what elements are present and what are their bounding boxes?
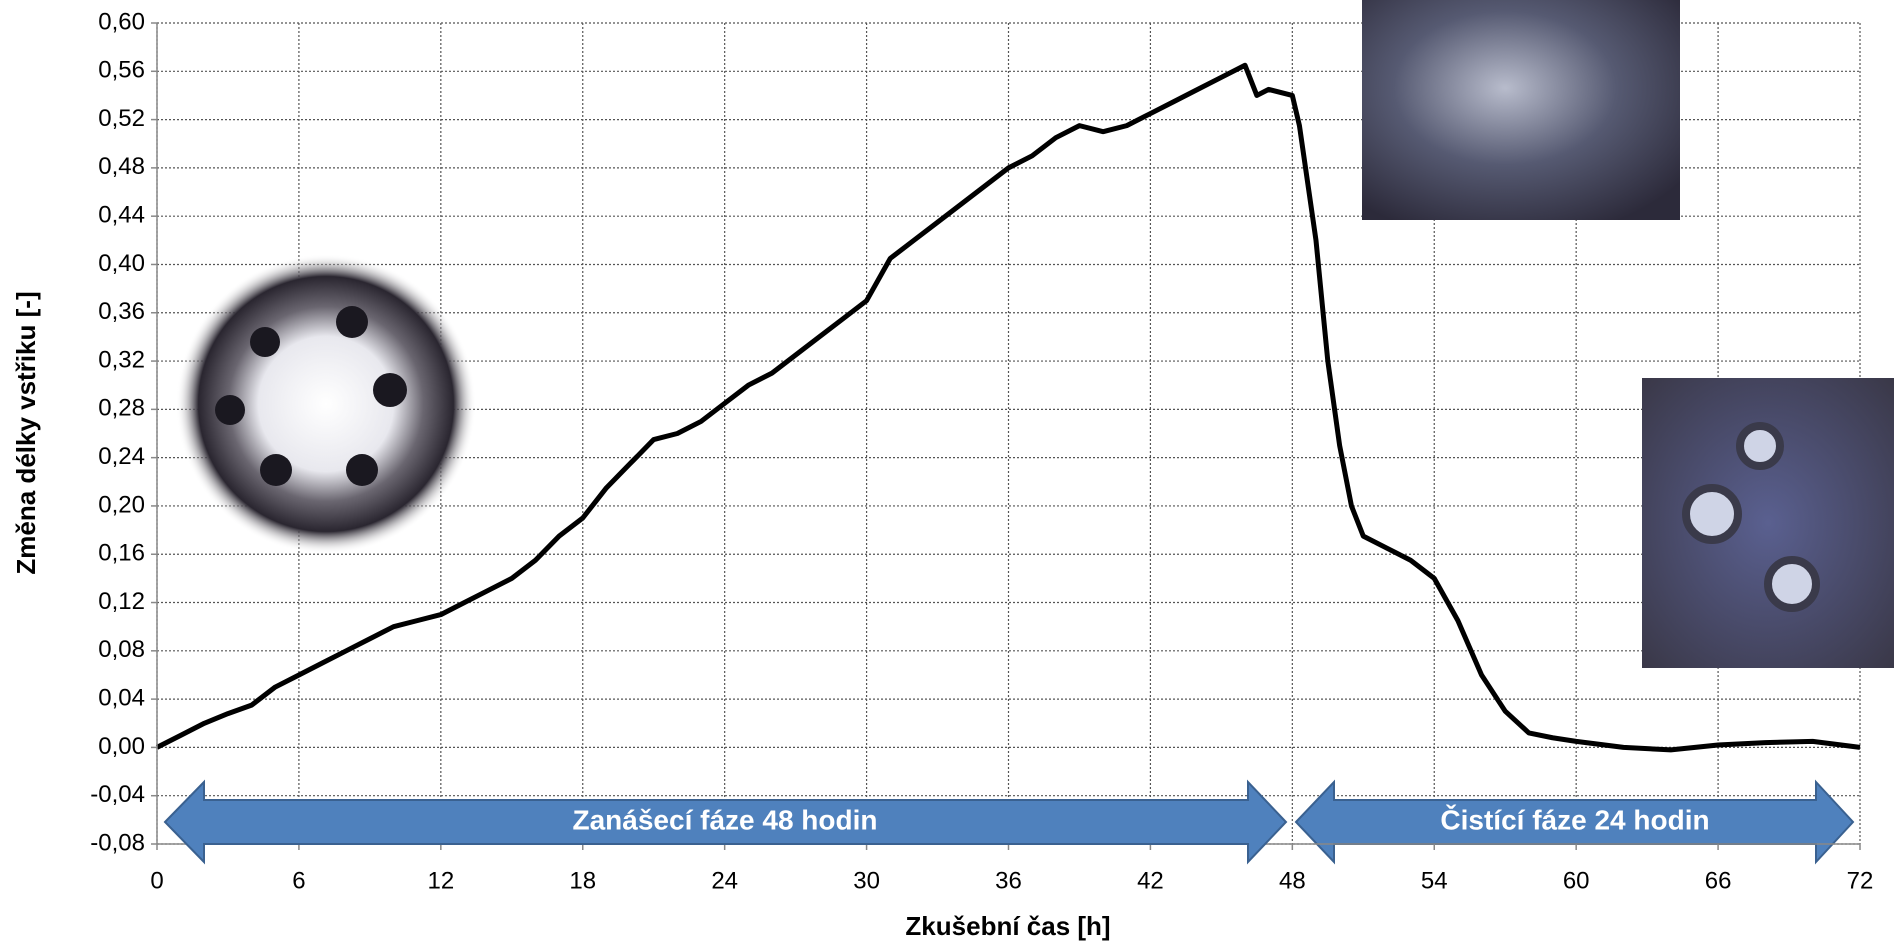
x-tick-label: 0	[150, 867, 163, 894]
y-tick-label: 0,12	[98, 588, 145, 615]
y-tick-label: 0,24	[98, 443, 145, 470]
phase-label: Čistící fáze 24 hodin	[1440, 803, 1709, 835]
y-tick-label: 0,40	[98, 250, 145, 277]
y-tick-label: 0,32	[98, 346, 145, 373]
x-tick-label: 54	[1421, 867, 1448, 894]
x-axis-title: Zkušební čas [h]	[905, 911, 1110, 941]
y-axis-title: Změna délky vstřiku [-]	[11, 291, 41, 574]
x-tick-label: 48	[1279, 867, 1306, 894]
y-tick-label: 0,44	[98, 202, 145, 229]
nozzle-holes	[215, 306, 407, 486]
photo-hole	[1682, 484, 1742, 544]
x-tick-label: 12	[427, 867, 454, 894]
y-tick-label: 0,20	[98, 491, 145, 518]
x-tick-label: 18	[569, 867, 596, 894]
phase-label: Zanášecí fáze 48 hodin	[573, 804, 878, 835]
phase-arrow: Čistící fáze 24 hodin	[1294, 779, 1855, 865]
photo-nozzle	[176, 254, 476, 554]
x-tick-label: 36	[995, 867, 1022, 894]
y-tick-label: 0,48	[98, 153, 145, 180]
y-tick-label: 0,28	[98, 395, 145, 422]
y-tick-label: 0,60	[98, 8, 145, 35]
y-tick-label: 0,00	[98, 733, 145, 760]
photo-hole	[1736, 422, 1784, 470]
phase-arrow: Zanášecí fáze 48 hodin	[163, 779, 1288, 865]
y-tick-label: -0,08	[90, 829, 145, 856]
x-tick-label: 60	[1563, 867, 1590, 894]
photo-cleaned	[1642, 378, 1894, 668]
y-tick-label: -0,04	[90, 781, 145, 808]
x-tick-label: 66	[1705, 867, 1732, 894]
y-tick-label: 0,52	[98, 105, 145, 132]
y-tick-label: 0,04	[98, 684, 145, 711]
x-tick-label: 30	[853, 867, 880, 894]
marks	[155, 62, 1861, 753]
x-tick-label: 72	[1847, 867, 1874, 894]
x-tick-label: 42	[1137, 867, 1164, 894]
y-tick-label: 0,08	[98, 636, 145, 663]
y-tick-label: 0,36	[98, 298, 145, 325]
y-tick-label: 0,16	[98, 540, 145, 567]
y-tick-label: 0,56	[98, 57, 145, 84]
photo-hole	[1764, 556, 1820, 612]
photo-fouled	[1362, 0, 1680, 220]
photos	[176, 0, 1894, 668]
x-tick-label: 24	[711, 867, 738, 894]
x-tick-label: 6	[292, 867, 305, 894]
data-line	[155, 62, 1861, 753]
